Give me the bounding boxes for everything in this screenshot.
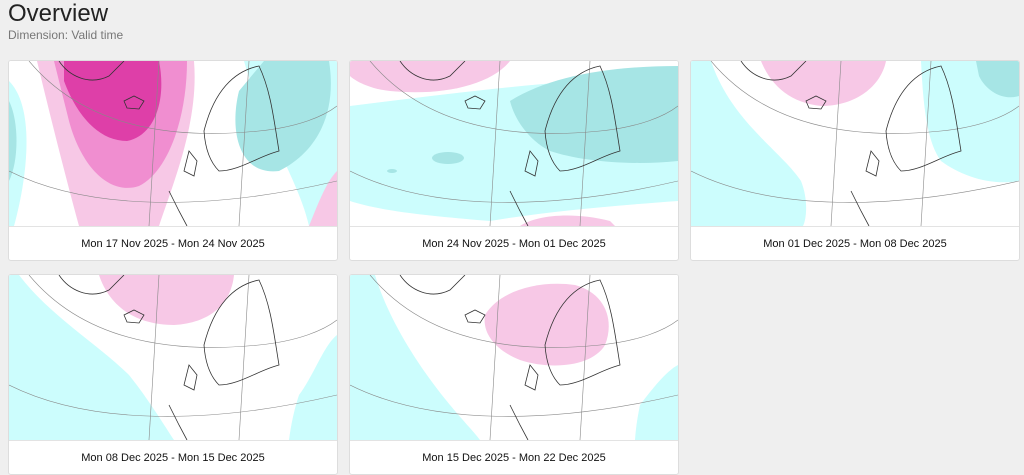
forecast-map-1[interactable] <box>9 61 337 226</box>
forecast-map-5[interactable] <box>350 275 678 440</box>
forecast-card-4[interactable]: Mon 08 Dec 2025 - Mon 15 Dec 2025 <box>8 274 338 475</box>
forecast-map-2[interactable] <box>350 61 678 226</box>
forecast-map-4[interactable] <box>9 275 337 440</box>
card-date-range-label: Mon 01 Dec 2025 - Mon 08 Dec 2025 <box>691 226 1019 260</box>
card-date-range-label: Mon 17 Nov 2025 - Mon 24 Nov 2025 <box>9 226 337 260</box>
forecast-card-3[interactable]: Mon 01 Dec 2025 - Mon 08 Dec 2025 <box>690 60 1020 261</box>
forecast-map-3[interactable] <box>691 61 1019 226</box>
page-subtitle: Dimension: Valid time <box>8 28 124 42</box>
card-date-range-label: Mon 15 Dec 2025 - Mon 22 Dec 2025 <box>350 440 678 474</box>
forecast-card-1[interactable]: Mon 17 Nov 2025 - Mon 24 Nov 2025 <box>8 60 338 261</box>
page-header: Overview Dimension: Valid time <box>8 0 123 42</box>
card-date-range-label: Mon 08 Dec 2025 - Mon 15 Dec 2025 <box>9 440 337 474</box>
forecast-map-grid: Mon 17 Nov 2025 - Mon 24 Nov 2025 <box>8 60 1020 475</box>
forecast-card-5[interactable]: Mon 15 Dec 2025 - Mon 22 Dec 2025 <box>349 274 679 475</box>
forecast-card-2[interactable]: Mon 24 Nov 2025 - Mon 01 Dec 2025 <box>349 60 679 261</box>
page-title: Overview <box>8 0 109 27</box>
card-date-range-label: Mon 24 Nov 2025 - Mon 01 Dec 2025 <box>350 226 678 260</box>
